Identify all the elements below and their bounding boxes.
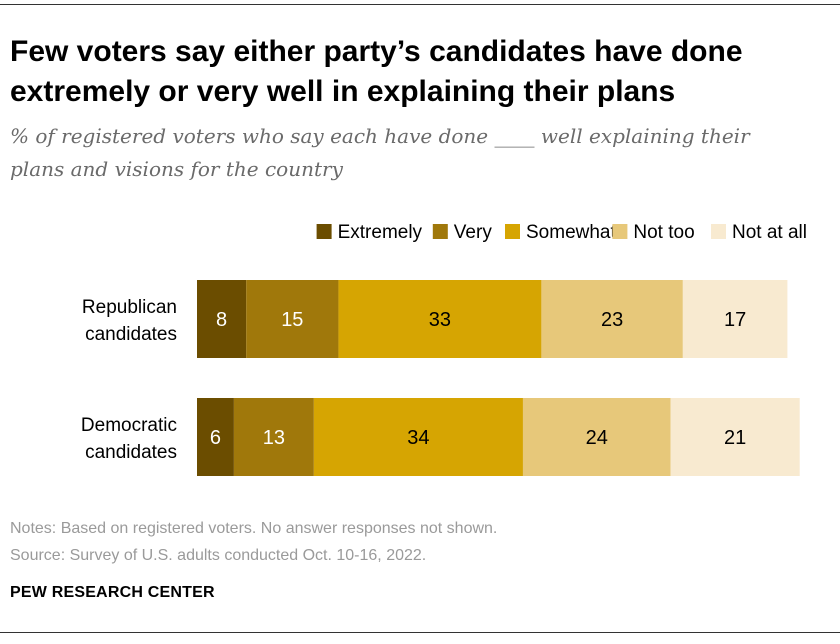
- stacked-bar-chart: Extremely Very Somewhat Not too Not at all R…: [81, 222, 807, 476]
- chart-bars: Republican candidates 8 15 33 23 17 Democratic c…: [81, 280, 800, 476]
- chart-subtitle: % of registered voters who say each have…: [10, 124, 750, 181]
- bar-democratic-candidates-not-at-all: [670, 398, 800, 476]
- pew-research-center-logo: PEW RESEARCH CENTER: [10, 584, 215, 601]
- data-label-republican-candidates-not-too: 23: [601, 309, 623, 331]
- category-label-democratic-candidates-line-2: candidates: [85, 442, 177, 463]
- data-label-democratic-candidates-extremely: 6: [210, 427, 221, 449]
- data-label-republican-candidates-extremely: 8: [216, 309, 227, 331]
- category-label-democratic-candidates-line-1: Democratic: [81, 415, 177, 436]
- legend-label-not-too: Not too: [633, 222, 694, 243]
- legend-swatch-very: [432, 224, 448, 239]
- bar-democratic-candidates-not-too: [522, 398, 671, 476]
- legend-swatch-somewhat: [505, 224, 520, 239]
- chart-legend: Extremely Very Somewhat Not too Not at all: [316, 222, 807, 243]
- data-label-republican-candidates-very: 15: [281, 309, 303, 331]
- bar-republican-candidates-very: [246, 280, 339, 358]
- bar-republican-candidates-not-too: [541, 280, 683, 358]
- bar-democratic-candidates-very: [233, 398, 314, 476]
- bar-republican-candidates-not-at-all: [682, 280, 788, 358]
- category-label-republican-candidates-line-2: candidates: [85, 324, 177, 345]
- top-rule: [0, 4, 840, 5]
- legend-label-somewhat: Somewhat: [526, 222, 616, 243]
- legend-swatch-not-too: [612, 224, 628, 239]
- data-label-republican-candidates-somewhat: 33: [429, 309, 451, 331]
- category-label-republican-candidates-line-1: Republican: [82, 297, 177, 318]
- chart-notes: Notes: Based on registered voters. No an…: [10, 520, 498, 537]
- chart-title: Few voters say either party’s candidates…: [10, 35, 743, 108]
- legend-label-not-at-all: Not at all: [732, 222, 807, 243]
- data-label-democratic-candidates-very: 13: [263, 427, 285, 449]
- legend-label-extremely: Extremely: [338, 222, 423, 243]
- bar-republican-candidates-extremely: [197, 280, 247, 358]
- bottom-rule: [0, 632, 840, 633]
- legend-label-very: Very: [454, 222, 493, 243]
- bar-democratic-candidates-extremely: [197, 398, 234, 476]
- bar-republican-candidates-somewhat: [338, 280, 542, 358]
- legend-swatch-extremely: [316, 224, 332, 239]
- legend-swatch-not-at-all: [711, 224, 726, 239]
- data-label-republican-candidates-not-at-all: 17: [724, 309, 746, 331]
- bar-democratic-candidates-somewhat: [313, 398, 523, 476]
- data-label-democratic-candidates-somewhat: 34: [407, 427, 429, 449]
- chart-source: Source: Survey of U.S. adults conducted …: [10, 547, 427, 564]
- data-label-democratic-candidates-not-too: 24: [586, 427, 608, 449]
- data-label-democratic-candidates-not-at-all: 21: [724, 427, 746, 449]
